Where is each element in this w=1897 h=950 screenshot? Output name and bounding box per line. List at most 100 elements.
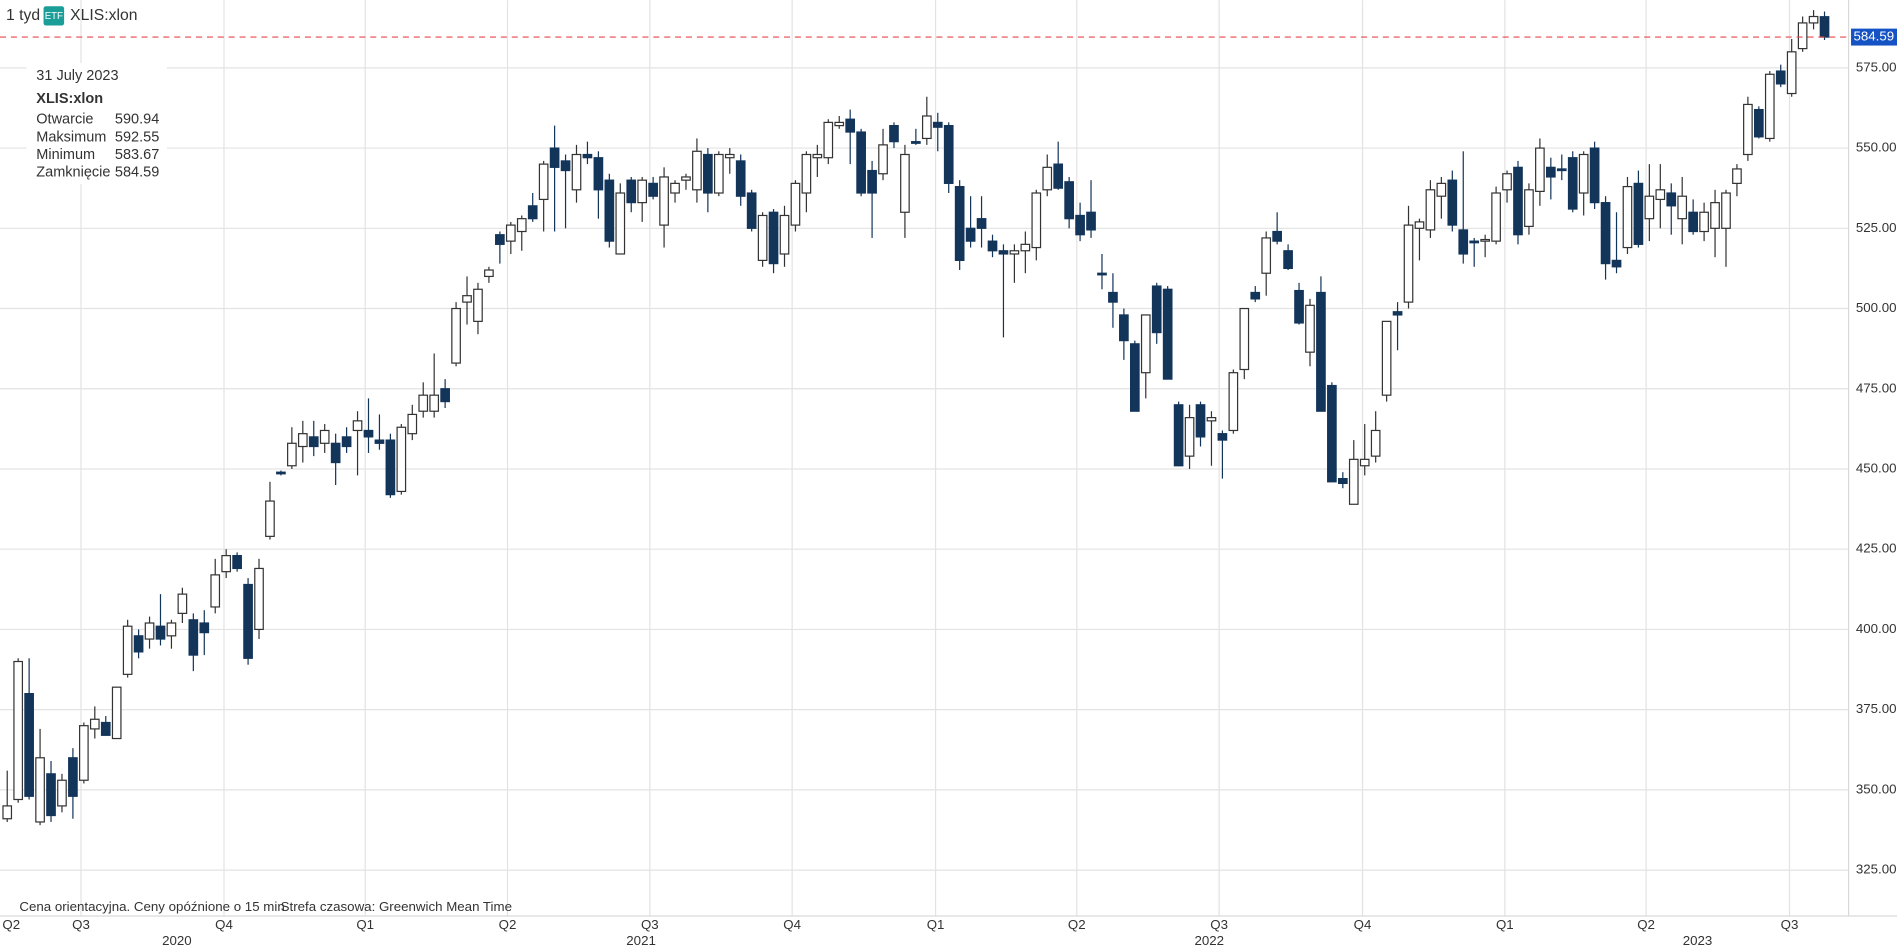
candle-body (1250, 291, 1261, 300)
candle-body (779, 214, 790, 255)
candle-body (1502, 173, 1512, 191)
candle-body (1129, 343, 1140, 412)
candle-body (976, 218, 987, 229)
candle-body (1195, 404, 1206, 438)
tooltip-bg (26, 63, 167, 185)
candle-body (1600, 202, 1611, 265)
candle-body (943, 125, 954, 184)
candle-body (1556, 168, 1567, 172)
candles (2, 10, 1830, 826)
candle-body (1119, 314, 1129, 342)
y-tick-label: 475.00 (1856, 380, 1897, 395)
candle-body (812, 153, 823, 159)
tooltip-date: 31 July 2023 (36, 68, 118, 84)
candle-body (1173, 404, 1184, 467)
x-tick-label: Q1 (927, 917, 945, 932)
candle-body (418, 394, 429, 412)
candle-body (1075, 214, 1085, 236)
candle-body (221, 555, 232, 573)
candle-body (89, 718, 100, 730)
tooltip-label: Maksimum (36, 129, 106, 145)
candle-body (1086, 211, 1096, 231)
candle-body (276, 471, 286, 475)
x-tick-label: Q1 (1496, 917, 1514, 932)
candle-body (911, 141, 921, 144)
candle-body (1381, 320, 1392, 396)
candle-body (1337, 477, 1348, 485)
candle-body (1633, 182, 1644, 245)
tooltip: 31 July 2023 XLIS:xlon Otwarcie 590.94 Mak… (26, 63, 167, 185)
x-tick-label: Q3 (72, 917, 90, 932)
candle-body (35, 757, 45, 823)
candle-body (1797, 22, 1808, 50)
candle-body (1097, 272, 1107, 276)
candle-body (100, 721, 111, 736)
tooltip-value: 583.67 (115, 147, 159, 163)
tooltip-label: Minimum (36, 147, 95, 163)
candle-body (1305, 304, 1315, 353)
x-tick-label: Q4 (1354, 917, 1372, 932)
tooltip-label: Otwarcie (36, 112, 93, 128)
candle-body (210, 574, 221, 608)
candle-body (1589, 147, 1600, 204)
candle-body (659, 176, 669, 226)
candle-body (1403, 224, 1414, 303)
candle-body (692, 150, 702, 191)
candle-body (648, 182, 658, 197)
candle-body (1688, 211, 1698, 233)
candle-body (57, 779, 67, 807)
x-tick-label: Q3 (1781, 917, 1799, 932)
candle-body (1316, 291, 1326, 412)
candle-body (790, 182, 801, 226)
symbol: XLIS:xlon (70, 7, 137, 24)
x-tick-label: Q3 (641, 917, 659, 932)
candle-body (582, 153, 593, 159)
year-label: 2021 (626, 933, 656, 948)
candle-body (965, 227, 976, 242)
candle-body (1425, 189, 1436, 231)
candle-body (287, 442, 297, 467)
candle-body (1578, 153, 1589, 194)
candle-body (1140, 314, 1151, 374)
candle-body (801, 153, 812, 194)
last-price-box (1851, 28, 1897, 46)
candle-body (1469, 240, 1480, 244)
candle-body (385, 439, 396, 496)
candle-body (265, 500, 275, 537)
y-tick-label: 425.00 (1856, 541, 1897, 556)
candle-body (199, 622, 210, 634)
candle-body (188, 619, 199, 656)
candle-body (1808, 15, 1819, 24)
y-tick-label: 325.00 (1856, 862, 1897, 877)
candle-body (374, 439, 385, 444)
candle-body (626, 179, 637, 204)
candle-body (319, 429, 330, 444)
x-tick-label: Q2 (1637, 917, 1655, 932)
candle-body (746, 192, 757, 229)
candle-body (1491, 192, 1501, 242)
candle-body (834, 121, 845, 127)
candle-body (900, 153, 910, 213)
candle-body (1677, 195, 1688, 220)
candle-body (1283, 250, 1293, 270)
x-tick-label: Q4 (215, 917, 233, 932)
candle-body (111, 686, 122, 740)
candle-body (1294, 289, 1304, 324)
candle-body (823, 121, 834, 159)
candle-body (363, 429, 374, 438)
candle-body (1053, 163, 1064, 189)
candle-body (1524, 189, 1534, 227)
candle-body (68, 757, 78, 797)
candle-body (505, 224, 516, 242)
candle-body (1545, 166, 1556, 178)
tooltip-value: 592.55 (115, 129, 159, 145)
candle-body (79, 725, 89, 781)
candle-body (932, 121, 943, 128)
candle-body (538, 163, 549, 201)
candle-body (1370, 429, 1381, 457)
y-tick-label: 550.00 (1856, 140, 1897, 155)
candle-body (703, 153, 713, 194)
candle-body (1261, 237, 1272, 274)
candle-body (1655, 189, 1666, 201)
